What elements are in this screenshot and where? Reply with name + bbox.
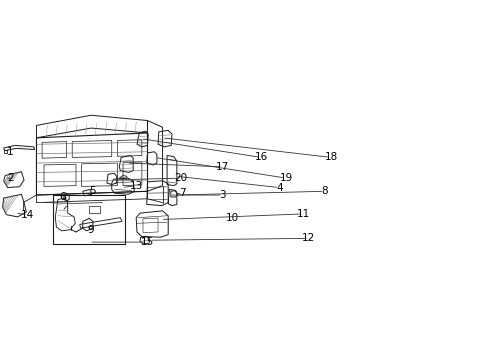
Text: 10: 10: [225, 213, 239, 222]
Text: 6: 6: [59, 192, 66, 202]
Bar: [53, 195, 125, 244]
Text: 2: 2: [7, 173, 13, 183]
Text: 20: 20: [174, 173, 187, 183]
Text: 15: 15: [141, 237, 154, 247]
Text: 9: 9: [88, 225, 95, 235]
Text: 1: 1: [7, 147, 13, 157]
Text: 19: 19: [279, 173, 293, 183]
Text: 18: 18: [324, 152, 338, 162]
Text: 11: 11: [297, 209, 310, 219]
Text: 16: 16: [255, 152, 268, 162]
Text: 4: 4: [276, 183, 283, 193]
Text: 5: 5: [90, 186, 96, 196]
Text: 3: 3: [220, 190, 226, 200]
Text: 12: 12: [302, 233, 315, 243]
Text: 14: 14: [21, 210, 34, 220]
Text: 17: 17: [216, 162, 229, 172]
Text: 13: 13: [129, 181, 143, 191]
Text: 8: 8: [321, 186, 328, 196]
Text: 7: 7: [179, 188, 186, 198]
